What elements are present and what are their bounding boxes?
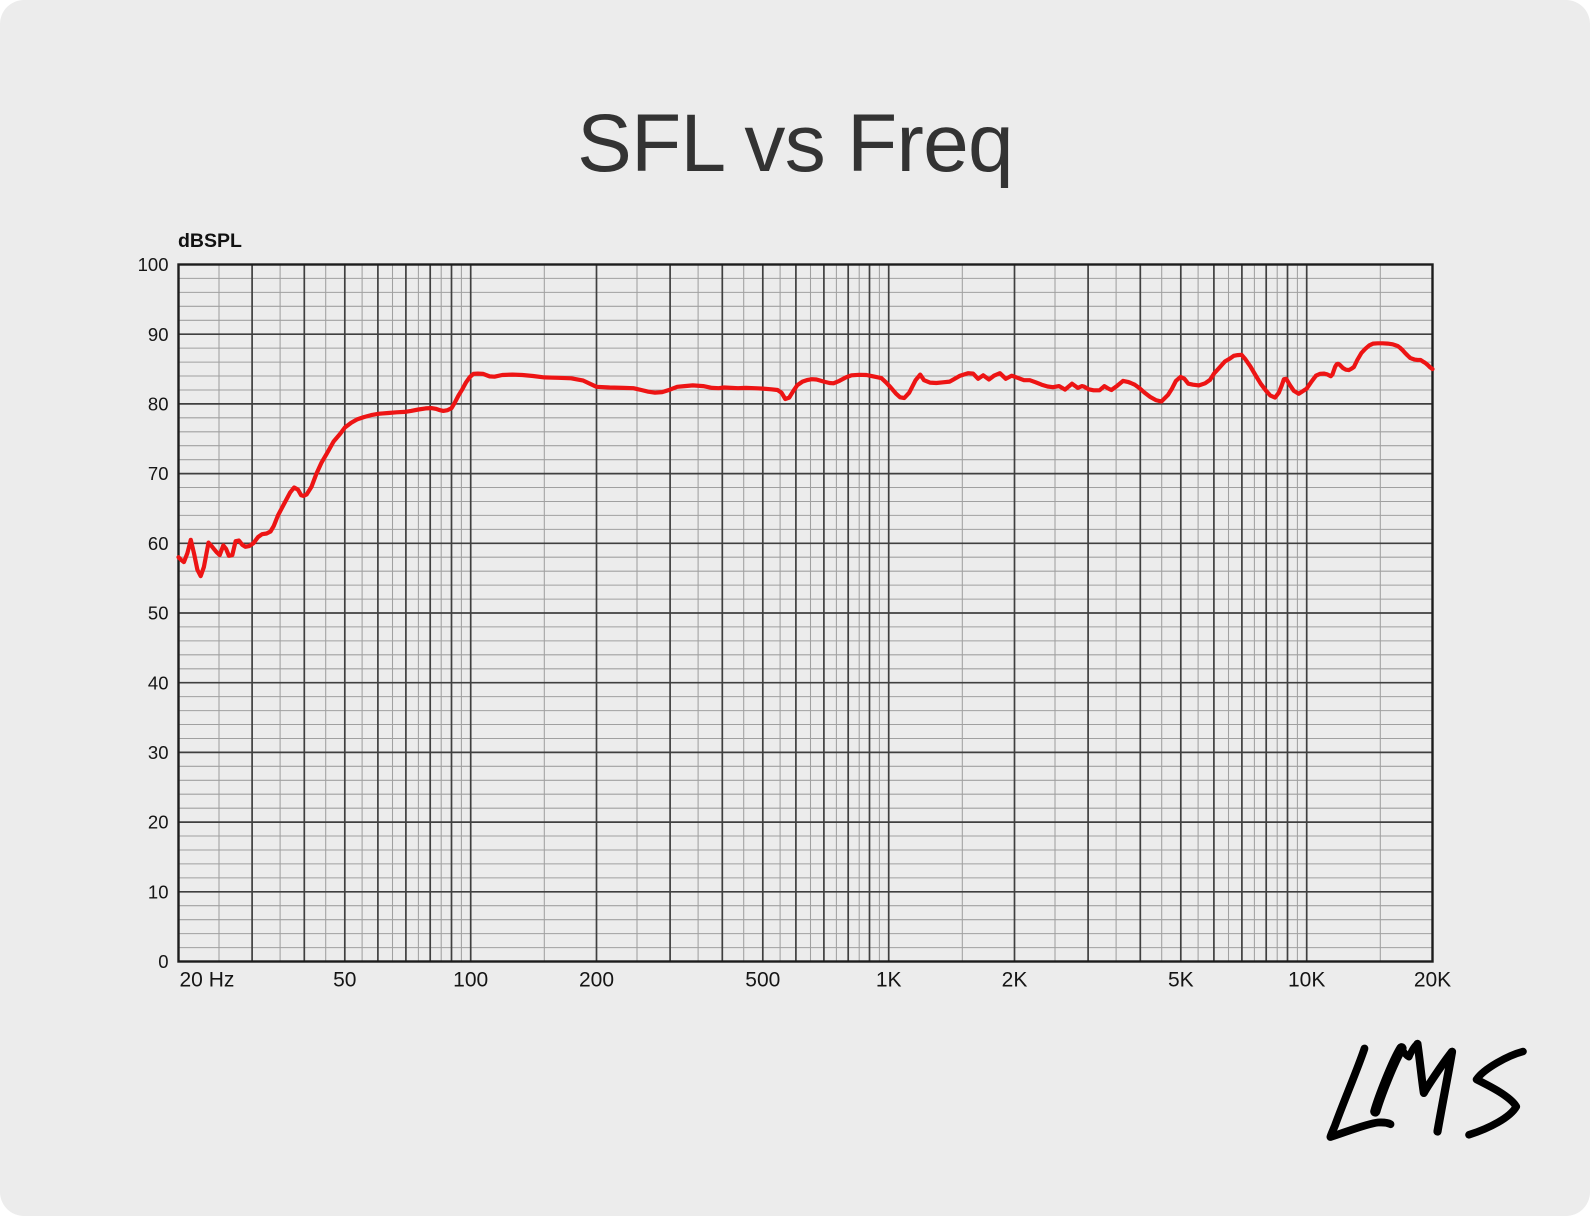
svg-text:100: 100 (138, 254, 169, 275)
svg-text:500: 500 (745, 969, 780, 992)
svg-text:50: 50 (333, 969, 356, 992)
svg-text:90: 90 (148, 324, 169, 345)
svg-text:20: 20 (148, 812, 169, 833)
svg-text:20K: 20K (1414, 969, 1451, 992)
svg-text:10: 10 (148, 881, 169, 902)
svg-text:0: 0 (158, 951, 168, 972)
svg-text:1K: 1K (876, 969, 902, 992)
svg-text:60: 60 (148, 533, 169, 554)
svg-text:40: 40 (148, 672, 169, 693)
svg-text:20 Hz: 20 Hz (180, 969, 235, 992)
svg-text:50: 50 (148, 603, 169, 624)
svg-text:80: 80 (148, 394, 169, 415)
svg-text:100: 100 (453, 969, 488, 992)
svg-text:5K: 5K (1168, 969, 1194, 992)
svg-text:30: 30 (148, 742, 169, 763)
svg-text:70: 70 (148, 463, 169, 484)
svg-text:2K: 2K (1002, 969, 1028, 992)
svg-text:200: 200 (579, 969, 614, 992)
svg-text:10K: 10K (1288, 969, 1325, 992)
